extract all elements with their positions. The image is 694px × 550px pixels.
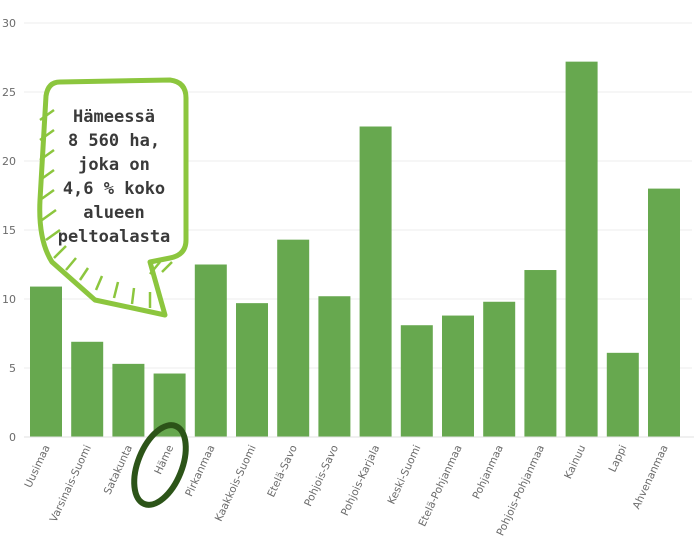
bar-keski-suomi [400, 325, 433, 437]
bubble-line-3: joka on [78, 155, 150, 175]
bar-pohjois-savo [318, 296, 351, 437]
x-tick-label: Kainuu [562, 443, 588, 481]
x-tick-label: Häme [152, 443, 176, 476]
y-tick-label: 10 [2, 293, 16, 306]
x-tick-label: Etelä-Pohjanmaa [416, 443, 464, 528]
bubble-line-6: peltoalasta [58, 227, 171, 247]
bar-ahvenanmaa [648, 188, 680, 437]
bubble-line-5: alueen [83, 203, 144, 223]
bubble-line-2: 8 560 ha, [68, 131, 160, 151]
bubble-line-1: Hämeessä [73, 107, 155, 127]
bar-satakunta [112, 363, 145, 437]
y-tick-label: 0 [9, 431, 16, 444]
bubble-hatching [39, 108, 173, 308]
x-tick-label: Kaakkois-Suomi [213, 443, 259, 523]
y-tick-label: 5 [9, 362, 16, 375]
bar-kainuu [565, 61, 598, 437]
bubble-outline [37, 77, 189, 318]
bar-uusimaa [30, 286, 62, 437]
bar-lappi [606, 352, 639, 437]
x-tick-label: Satakunta [102, 443, 135, 496]
bar-pohjois-pohjanmaa [524, 270, 557, 437]
bar-kaakkois-suomi [236, 303, 268, 437]
bubble-line-4: 4,6 % koko [63, 179, 165, 199]
annotation-bubble: Hämeessä 8 560 ha, joka on 4,6 % koko al… [37, 77, 189, 318]
x-tick-label: Varsinais-Suomi [48, 443, 94, 524]
x-tick-label: Lappi [607, 443, 630, 474]
x-tick-label: Pohjois-Savo [302, 443, 341, 508]
y-axis-ticks: 0 5 10 15 20 25 30 [2, 17, 16, 444]
bar-etelä-savo [277, 239, 310, 437]
x-tick-label: Ahvenanmaa [631, 443, 671, 511]
bar-varsinais-suomi [71, 341, 104, 437]
y-tick-label: 15 [2, 224, 16, 237]
x-tick-label: Etelä-Savo [265, 443, 300, 499]
y-tick-label: 30 [2, 17, 16, 30]
x-tick-label: Pohjois-Karjala [339, 443, 382, 518]
highlight-ellipse [131, 422, 189, 508]
x-tick-label: Pohjanmaa [470, 443, 505, 501]
bars [30, 61, 680, 437]
x-tick-label: Keski-Suomi [386, 443, 424, 506]
y-tick-label: 25 [2, 86, 16, 99]
bar-pirkanmaa [194, 264, 227, 437]
bar-etelä-pohjanmaa [442, 315, 474, 437]
bar-pohjanmaa [483, 301, 516, 437]
bar-pohjois-karjala [359, 126, 392, 437]
y-tick-label: 20 [2, 155, 16, 168]
x-tick-label: Pohjois-Pohjanmaa [495, 443, 548, 538]
x-tick-label: Uusimaa [22, 443, 52, 490]
